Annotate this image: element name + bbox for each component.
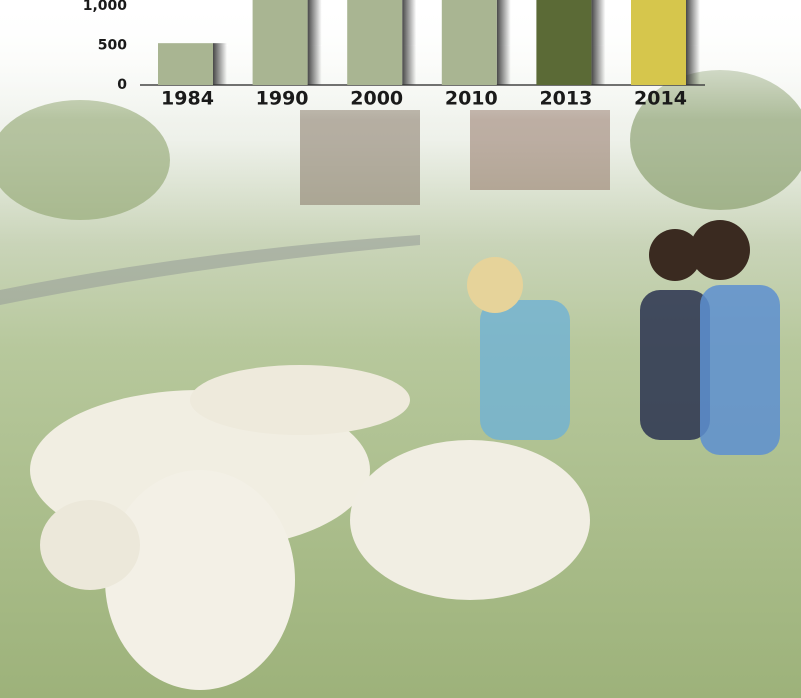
x-tick-label: 2013: [539, 88, 592, 110]
x-tick-label: 1990: [256, 88, 309, 110]
bar: [347, 0, 402, 85]
x-tick-label: 2014: [634, 88, 687, 110]
y-tick-label: 500: [98, 38, 127, 54]
x-tick-label: 1984: [161, 88, 214, 110]
y-tick-label: 1,000: [83, 0, 128, 14]
bar: [158, 43, 213, 85]
bar: [536, 0, 591, 85]
bar: [253, 0, 308, 85]
bar: [631, 0, 686, 85]
x-tick-label: 2000: [350, 88, 403, 110]
page: {"chart_data": {"type": "bar", "categori…: [0, 0, 801, 698]
y-tick-label: 0: [117, 77, 127, 93]
bar: [442, 0, 497, 85]
chart: 0 500 1,000 1984 1990 2000 2010 2013 2014: [0, 0, 801, 698]
x-tick-label: 2010: [445, 88, 498, 110]
